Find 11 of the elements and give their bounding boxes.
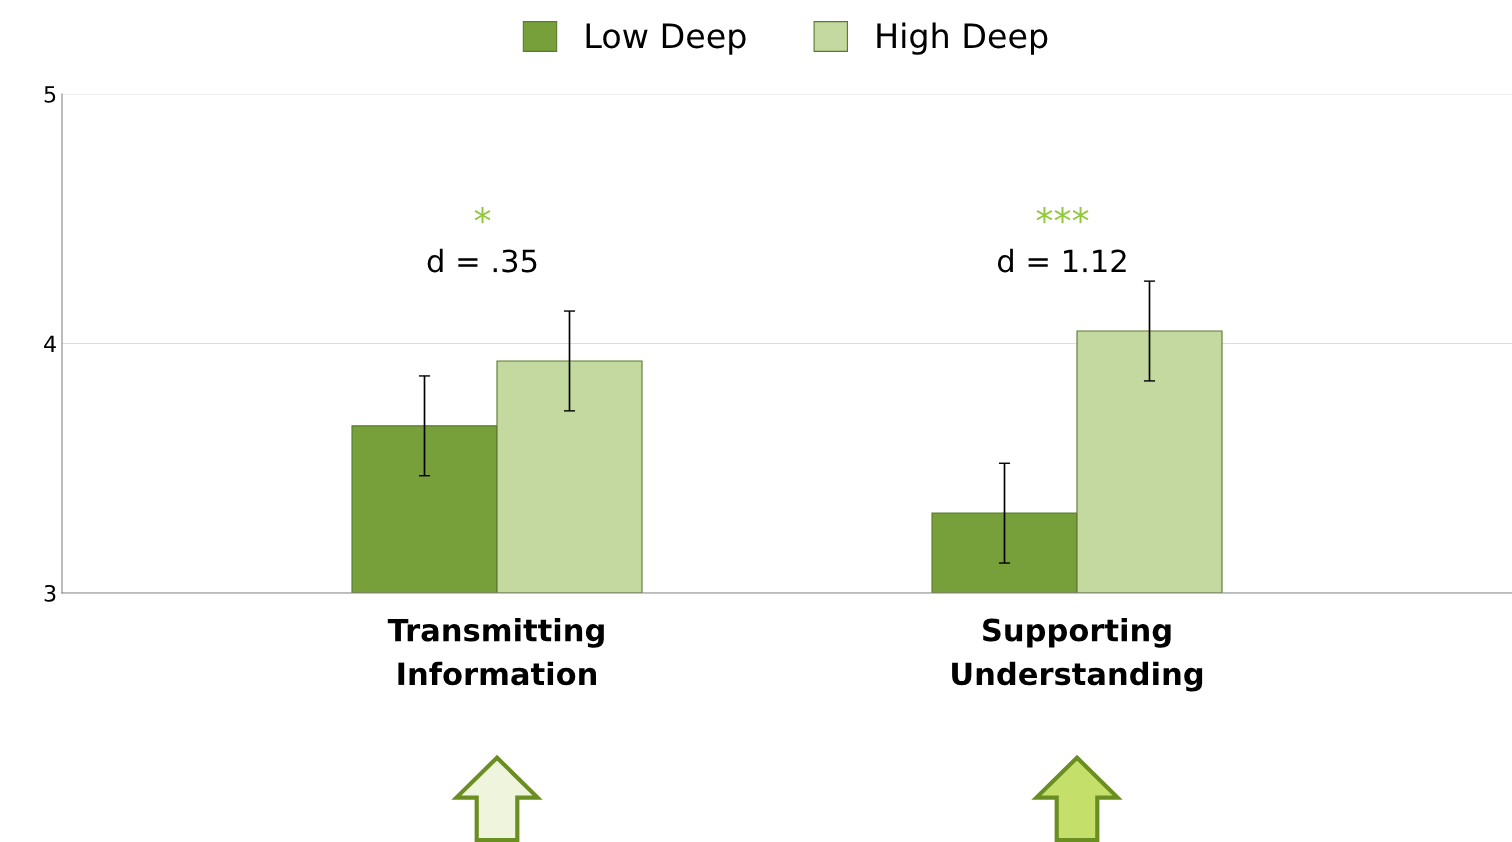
annotation: d = .35 xyxy=(427,248,537,273)
y-tick-label: 3 xyxy=(44,584,56,602)
annotation: *** xyxy=(1036,206,1089,224)
legend-label: High Deep xyxy=(877,22,1048,55)
x-tick-label: Supporting Understanding xyxy=(952,617,1203,692)
y-tick-label: 4 xyxy=(44,335,56,352)
annotation: * xyxy=(474,206,491,224)
legend-label: Low Deep xyxy=(586,23,746,55)
y-tick-label: 5 xyxy=(44,86,56,103)
x-tick-label: Transmitting Information xyxy=(387,617,604,686)
annotation: d = 1.12 xyxy=(997,248,1126,273)
